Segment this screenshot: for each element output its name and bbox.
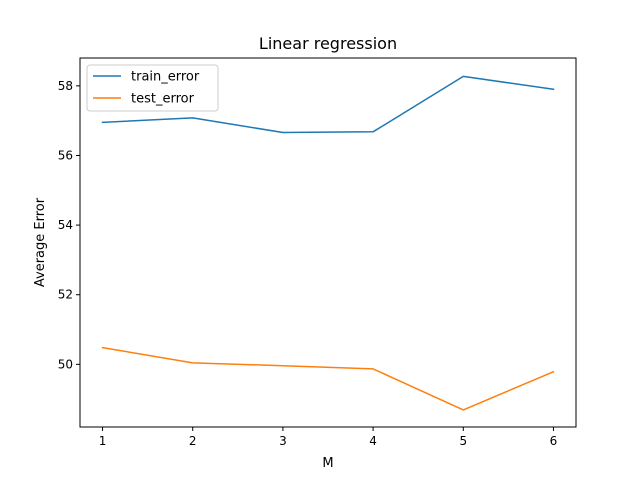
x-axis-label: M — [322, 456, 333, 471]
x-tick-label: 3 — [279, 434, 287, 448]
y-tick-label: 50 — [58, 357, 73, 371]
series-line-test-error — [101, 346, 555, 411]
legend-label-train-error: train_error — [131, 70, 200, 85]
x-tick-label: 2 — [189, 434, 197, 448]
y-tick-label: 54 — [58, 218, 73, 232]
y-tick-label: 56 — [58, 148, 73, 162]
legend: train_error test_error — [86, 64, 219, 112]
x-tick-label: 5 — [459, 434, 467, 448]
chart-title: Linear regression — [259, 34, 397, 53]
x-axis-ticks: 1 2 3 4 5 6 — [99, 427, 558, 448]
series-layer — [101, 75, 555, 411]
y-axis-label: Average Error — [33, 197, 48, 287]
plot-frame — [79, 57, 577, 428]
x-tick-label: 6 — [550, 434, 558, 448]
legend-label-test-error: test_error — [131, 92, 195, 107]
y-axis-ticks: 50 52 54 56 58 — [58, 79, 80, 371]
y-tick-label: 58 — [58, 79, 73, 93]
x-tick-label: 4 — [369, 434, 377, 448]
series-line-train-error — [101, 75, 555, 134]
x-tick-label: 1 — [99, 434, 107, 448]
plot-area — [80, 58, 576, 427]
y-tick-label: 52 — [58, 288, 73, 302]
